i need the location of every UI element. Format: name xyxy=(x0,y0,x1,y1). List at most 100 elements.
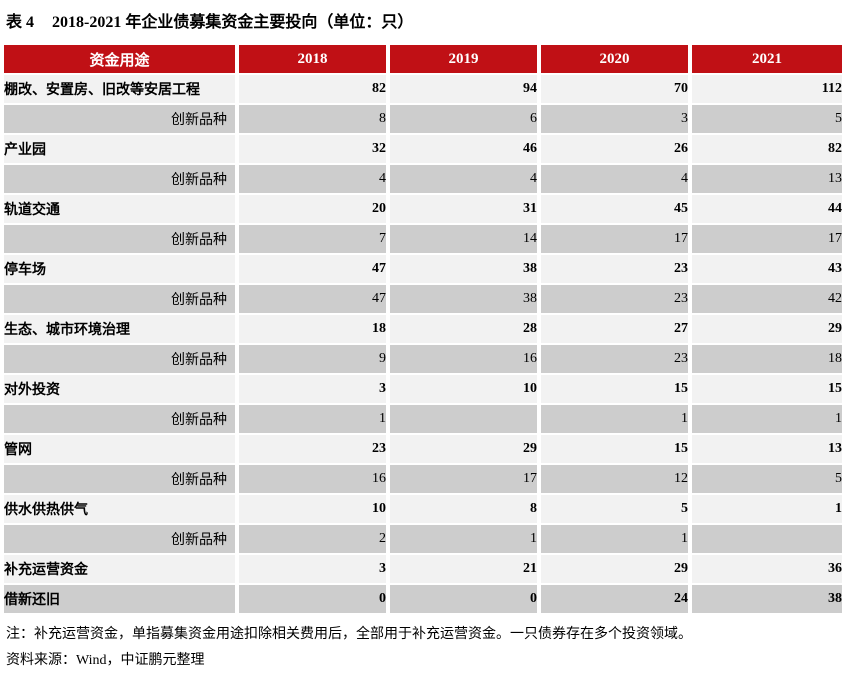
value-cell: 24 xyxy=(537,583,690,613)
subcategory-label: 创新品种 xyxy=(4,463,237,494)
value-cell: 45 xyxy=(537,193,690,224)
value-cell: 23 xyxy=(537,283,690,314)
value-cell: 47 xyxy=(235,253,388,284)
value-cell: 29 xyxy=(386,433,539,464)
value-cell: 16 xyxy=(235,463,388,494)
value-cell: 23 xyxy=(537,343,690,374)
value-cell xyxy=(688,523,842,554)
value-cell: 112 xyxy=(688,73,842,104)
table-header-row: 资金用途 2018 2019 2020 2021 xyxy=(4,45,842,74)
subcategory-row: 创新品种 7 14 17 17 xyxy=(4,223,842,254)
value-cell: 94 xyxy=(386,73,539,104)
category-row: 供水供热供气 10 8 5 1 xyxy=(4,493,842,524)
value-cell: 38 xyxy=(386,283,539,314)
category-label: 棚改、安置房、旧改等安居工程 xyxy=(4,73,237,104)
value-cell: 1 xyxy=(386,523,539,554)
category-row: 棚改、安置房、旧改等安居工程 82 94 70 112 xyxy=(4,73,842,104)
category-row: 对外投资 3 10 15 15 xyxy=(4,373,842,404)
value-cell: 0 xyxy=(235,583,388,613)
value-cell: 31 xyxy=(386,193,539,224)
value-cell: 15 xyxy=(688,373,842,404)
value-cell: 23 xyxy=(235,433,388,464)
table-number: 表 4 xyxy=(6,14,35,31)
value-cell: 1 xyxy=(537,523,690,554)
category-label: 产业园 xyxy=(4,133,237,164)
column-header-year: 2018 xyxy=(235,45,388,74)
category-label: 管网 xyxy=(4,433,237,464)
value-cell: 8 xyxy=(386,493,539,524)
table-title-text: 2018-2021 年企业债募集资金主要投向（单位：只） xyxy=(52,14,414,31)
value-cell: 14 xyxy=(386,223,539,254)
value-cell: 16 xyxy=(386,343,539,374)
value-cell: 15 xyxy=(537,373,690,404)
value-cell: 12 xyxy=(537,463,690,494)
value-cell: 20 xyxy=(235,193,388,224)
subcategory-label: 创新品种 xyxy=(4,223,237,254)
value-cell: 17 xyxy=(688,223,842,254)
value-cell: 1 xyxy=(537,403,690,434)
subcategory-label: 创新品种 xyxy=(4,403,237,434)
column-header-year: 2021 xyxy=(688,45,842,74)
subcategory-label: 创新品种 xyxy=(4,523,237,554)
category-label: 生态、城市环境治理 xyxy=(4,313,237,344)
value-cell: 38 xyxy=(688,583,842,613)
value-cell: 1 xyxy=(235,403,388,434)
value-cell: 8 xyxy=(235,103,388,134)
value-cell: 3 xyxy=(235,553,388,584)
value-cell: 27 xyxy=(537,313,690,344)
value-cell: 47 xyxy=(235,283,388,314)
category-label: 对外投资 xyxy=(4,373,237,404)
value-cell: 4 xyxy=(537,163,690,194)
value-cell: 18 xyxy=(688,343,842,374)
value-cell: 44 xyxy=(688,193,842,224)
value-cell: 36 xyxy=(688,553,842,584)
subcategory-row: 创新品种 4 4 4 13 xyxy=(4,163,842,194)
value-cell xyxy=(386,403,539,434)
category-label: 补充运营资金 xyxy=(4,553,237,584)
value-cell: 29 xyxy=(537,553,690,584)
column-header-usage: 资金用途 xyxy=(4,45,237,74)
category-label: 借新还旧 xyxy=(4,583,237,613)
value-cell: 42 xyxy=(688,283,842,314)
value-cell: 3 xyxy=(235,373,388,404)
table-title: 表 4 2018-2021 年企业债募集资金主要投向（单位：只） xyxy=(4,8,842,32)
value-cell: 32 xyxy=(235,133,388,164)
value-cell: 18 xyxy=(235,313,388,344)
value-cell: 43 xyxy=(688,253,842,284)
value-cell: 0 xyxy=(386,583,539,613)
value-cell: 15 xyxy=(537,433,690,464)
category-row: 产业园 32 46 26 82 xyxy=(4,133,842,164)
value-cell: 10 xyxy=(235,493,388,524)
category-row: 生态、城市环境治理 18 28 27 29 xyxy=(4,313,842,344)
value-cell: 7 xyxy=(235,223,388,254)
value-cell: 82 xyxy=(235,73,388,104)
subcategory-row: 创新品种 1 1 1 xyxy=(4,403,842,434)
category-label: 停车场 xyxy=(4,253,237,284)
table-body: 棚改、安置房、旧改等安居工程 82 94 70 112 创新品种 8 6 3 5 产业园 32 46 26… xyxy=(4,73,842,613)
value-cell: 1 xyxy=(688,403,842,434)
value-cell: 1 xyxy=(688,493,842,524)
value-cell: 5 xyxy=(688,103,842,134)
subcategory-row: 创新品种 47 38 23 42 xyxy=(4,283,842,314)
value-cell: 82 xyxy=(688,133,842,164)
value-cell: 5 xyxy=(537,493,690,524)
value-cell: 38 xyxy=(386,253,539,284)
value-cell: 4 xyxy=(235,163,388,194)
value-cell: 13 xyxy=(688,433,842,464)
value-cell: 4 xyxy=(386,163,539,194)
value-cell: 13 xyxy=(688,163,842,194)
category-row: 停车场 47 38 23 43 xyxy=(4,253,842,284)
category-row: 借新还旧 0 0 24 38 xyxy=(4,583,842,613)
subcategory-label: 创新品种 xyxy=(4,103,237,134)
value-cell: 29 xyxy=(688,313,842,344)
value-cell: 17 xyxy=(537,223,690,254)
value-cell: 3 xyxy=(537,103,690,134)
table-source: 资料来源：Wind，中证鹏元整理 xyxy=(6,653,205,668)
column-header-year: 2020 xyxy=(537,45,690,74)
category-label: 轨道交通 xyxy=(4,193,237,224)
category-row: 补充运营资金 3 21 29 36 xyxy=(4,553,842,584)
table-note: 注：补充运营资金，单指募集资金用途扣除相关费用后，全部用于补充运营资金。一只债券… xyxy=(6,627,692,642)
value-cell: 46 xyxy=(386,133,539,164)
subcategory-row: 创新品种 8 6 3 5 xyxy=(4,103,842,134)
